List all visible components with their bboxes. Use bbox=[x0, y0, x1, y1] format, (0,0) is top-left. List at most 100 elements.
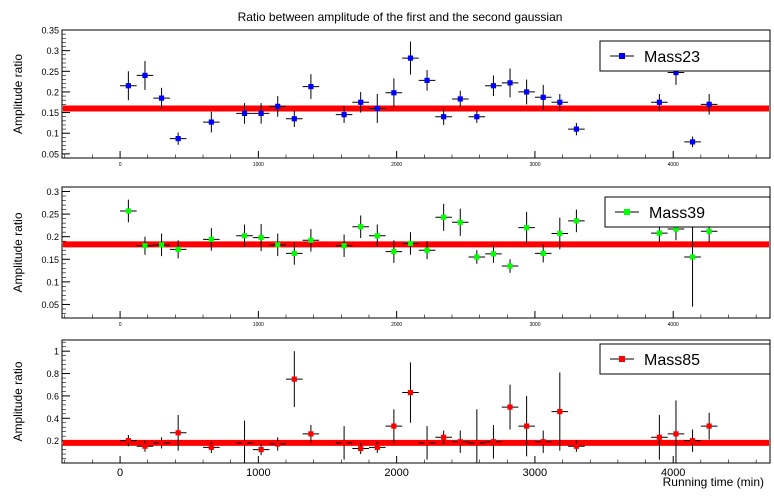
data-marker bbox=[308, 431, 314, 437]
data-marker bbox=[673, 431, 679, 437]
data-marker bbox=[208, 236, 214, 242]
y-tick-label: 0.25 bbox=[41, 67, 59, 77]
data-point bbox=[684, 136, 701, 148]
data-marker bbox=[557, 408, 563, 415]
x-tick-label: 4000 bbox=[668, 162, 679, 168]
data-marker bbox=[507, 404, 513, 410]
data-point bbox=[468, 250, 486, 264]
data-marker bbox=[158, 242, 165, 248]
panel-frame bbox=[61, 29, 771, 159]
data-marker bbox=[474, 440, 480, 446]
data-point bbox=[418, 70, 436, 91]
data-point bbox=[302, 229, 320, 252]
x-tick-label: 0 bbox=[119, 322, 122, 328]
data-marker bbox=[341, 112, 347, 118]
data-marker bbox=[474, 114, 480, 120]
data-point bbox=[700, 94, 718, 115]
data-point bbox=[551, 94, 569, 111]
data-marker bbox=[457, 219, 463, 225]
y-axis-label: Amplitude ratio bbox=[11, 361, 25, 441]
data-marker bbox=[358, 99, 364, 105]
data-marker bbox=[258, 234, 264, 241]
data-marker bbox=[656, 99, 662, 105]
x-tick-label: 1000 bbox=[253, 322, 264, 328]
data-point bbox=[684, 429, 701, 452]
x-tick-label: 1000 bbox=[253, 162, 264, 168]
data-marker bbox=[441, 114, 447, 120]
data-marker bbox=[573, 218, 580, 224]
data-marker bbox=[291, 116, 297, 122]
data-point bbox=[402, 41, 419, 75]
data-point bbox=[120, 71, 137, 101]
data-marker bbox=[424, 77, 430, 83]
y-tick-label: 0.3 bbox=[46, 187, 59, 197]
data-point bbox=[700, 412, 718, 440]
data-marker bbox=[540, 439, 546, 445]
data-marker bbox=[208, 119, 214, 125]
data-point bbox=[335, 426, 353, 460]
data-marker bbox=[175, 135, 181, 142]
data-marker bbox=[656, 230, 662, 236]
data-marker bbox=[341, 243, 347, 249]
y-tick-label: 0.6 bbox=[46, 391, 59, 401]
data-point bbox=[335, 234, 353, 258]
data-marker bbox=[158, 440, 165, 446]
data-point bbox=[534, 244, 552, 263]
data-marker bbox=[275, 441, 281, 447]
data-point bbox=[368, 224, 386, 248]
y-tick-label: 0.25 bbox=[41, 210, 59, 220]
data-marker bbox=[673, 69, 679, 76]
legend: Mass85 bbox=[599, 343, 771, 375]
panel-mass85: Amplitude ratio 0.2 0.4 0.6 0.8 1 0 1000 2000 300… bbox=[11, 339, 771, 479]
data-point bbox=[203, 228, 220, 251]
data-point bbox=[468, 110, 486, 123]
x-tick-label: 2000 bbox=[391, 322, 402, 328]
data-point bbox=[501, 384, 519, 430]
data-point bbox=[302, 74, 320, 99]
data-point bbox=[435, 203, 452, 231]
y-tick-label: 0.35 bbox=[41, 26, 59, 36]
data-marker bbox=[557, 230, 563, 237]
data-point bbox=[252, 443, 270, 456]
data-marker bbox=[208, 444, 214, 450]
data-point bbox=[485, 244, 502, 263]
legend: Mass23 bbox=[599, 40, 771, 72]
data-marker bbox=[391, 90, 397, 96]
data-point bbox=[534, 84, 552, 110]
y-tick-label: 0.1 bbox=[46, 277, 59, 287]
data-marker bbox=[706, 423, 712, 429]
data-marker bbox=[689, 438, 696, 444]
data-marker bbox=[656, 434, 662, 440]
y-tick-label: 0.15 bbox=[41, 108, 59, 118]
data-marker bbox=[258, 110, 264, 117]
y-axis-label: Amplitude ratio bbox=[11, 212, 25, 292]
data-point bbox=[568, 209, 585, 233]
data-marker bbox=[689, 254, 696, 260]
data-point bbox=[252, 224, 270, 252]
y-tick-label: 0.3 bbox=[46, 46, 59, 56]
data-point bbox=[485, 424, 502, 459]
data-marker bbox=[275, 103, 281, 109]
data-marker bbox=[374, 105, 380, 112]
legend: Mass39 bbox=[604, 196, 771, 228]
data-marker bbox=[407, 55, 414, 61]
data-point bbox=[385, 409, 403, 443]
data-point bbox=[518, 79, 535, 105]
legend-marker bbox=[624, 209, 630, 215]
x-tick-label: 1000 bbox=[246, 467, 270, 479]
y-tick-label: 0.15 bbox=[41, 255, 59, 265]
data-point bbox=[402, 232, 419, 255]
data-point bbox=[551, 372, 569, 451]
data-marker bbox=[125, 438, 131, 444]
data-point bbox=[568, 440, 585, 452]
data-point bbox=[203, 111, 220, 133]
data-point bbox=[534, 430, 552, 453]
data-marker bbox=[457, 439, 463, 445]
data-marker bbox=[291, 376, 297, 382]
data-marker bbox=[308, 83, 314, 90]
data-marker bbox=[391, 423, 397, 429]
data-marker bbox=[308, 237, 314, 243]
data-point bbox=[435, 108, 452, 125]
data-point bbox=[451, 430, 469, 453]
